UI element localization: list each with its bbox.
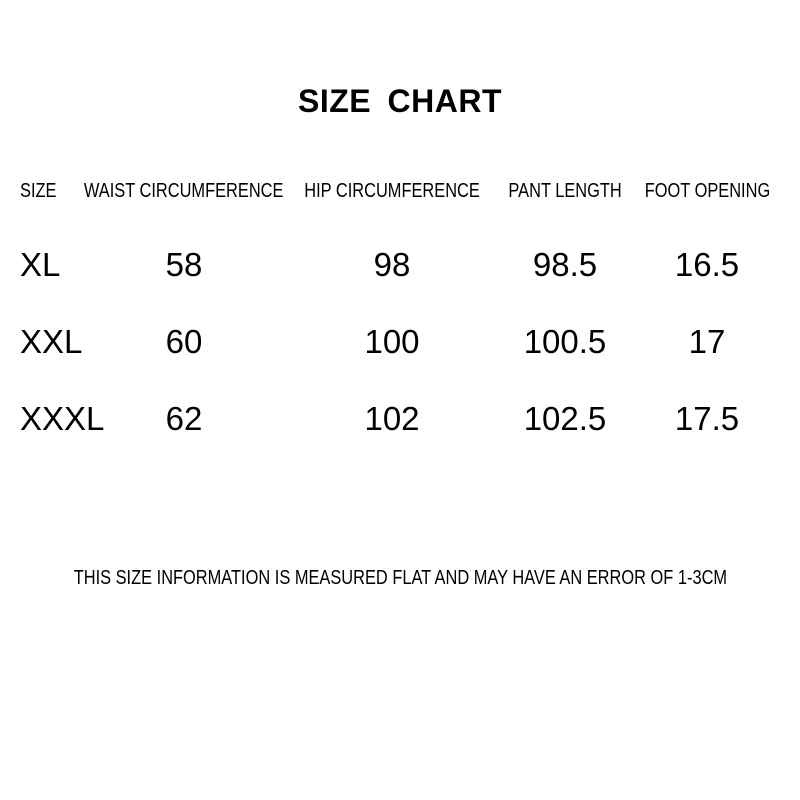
cell-pant-length: 102.5 bbox=[523, 399, 607, 437]
cell-foot-opening: 17 bbox=[688, 322, 726, 360]
cell-pant-length: 100.5 bbox=[523, 322, 607, 360]
column-header-waist: WAIST CIRCUMFERENCE bbox=[80, 180, 288, 203]
measurement-note-text: THIS SIZE INFORMATION IS MEASURED FLAT A… bbox=[73, 567, 727, 589]
cell-size: XXL bbox=[20, 322, 83, 360]
cell-waist: 62 bbox=[165, 399, 203, 437]
measurement-note: THIS SIZE INFORMATION IS MEASURED FLAT A… bbox=[0, 568, 800, 588]
cell-size: XL bbox=[20, 245, 61, 283]
cell-size: XXXL bbox=[20, 399, 105, 437]
table-row-xxl: XXL 60 100 100.5 17 bbox=[0, 303, 800, 380]
cell-hip: 102 bbox=[364, 399, 420, 437]
cell-foot-opening: 17.5 bbox=[674, 399, 740, 437]
size-table: XL 58 98 98.5 16.5 XXL 60 100 100.5 17 X… bbox=[0, 226, 800, 457]
table-row-xl: XL 58 98 98.5 16.5 bbox=[0, 226, 800, 303]
table-row-xxxl: XXXL 62 102 102.5 17.5 bbox=[0, 380, 800, 457]
cell-hip: 98 bbox=[373, 245, 411, 283]
cell-waist: 58 bbox=[165, 245, 203, 283]
column-header-hip-label: HIP CIRCUMFERENCE bbox=[304, 180, 480, 202]
cell-foot-opening: 16.5 bbox=[674, 245, 740, 283]
column-header-size: SIZE bbox=[0, 180, 80, 203]
size-chart-title: SIZE CHART bbox=[298, 83, 502, 119]
column-header-pant-length: PANT LENGTH bbox=[496, 180, 634, 203]
cell-hip: 100 bbox=[364, 322, 420, 360]
column-header-size-label: SIZE bbox=[20, 180, 57, 202]
column-header-waist-label: WAIST CIRCUMFERENCE bbox=[84, 180, 284, 202]
cell-pant-length: 98.5 bbox=[532, 245, 598, 283]
table-header-row: SIZE WAIST CIRCUMFERENCE HIP CIRCUMFEREN… bbox=[0, 180, 800, 203]
column-header-foot-opening-label: FOOT OPENING bbox=[644, 180, 770, 202]
column-header-hip: HIP CIRCUMFERENCE bbox=[288, 180, 496, 203]
column-header-pant-length-label: PANT LENGTH bbox=[508, 180, 622, 202]
cell-waist: 60 bbox=[165, 322, 203, 360]
column-header-foot-opening: FOOT OPENING bbox=[634, 180, 780, 203]
